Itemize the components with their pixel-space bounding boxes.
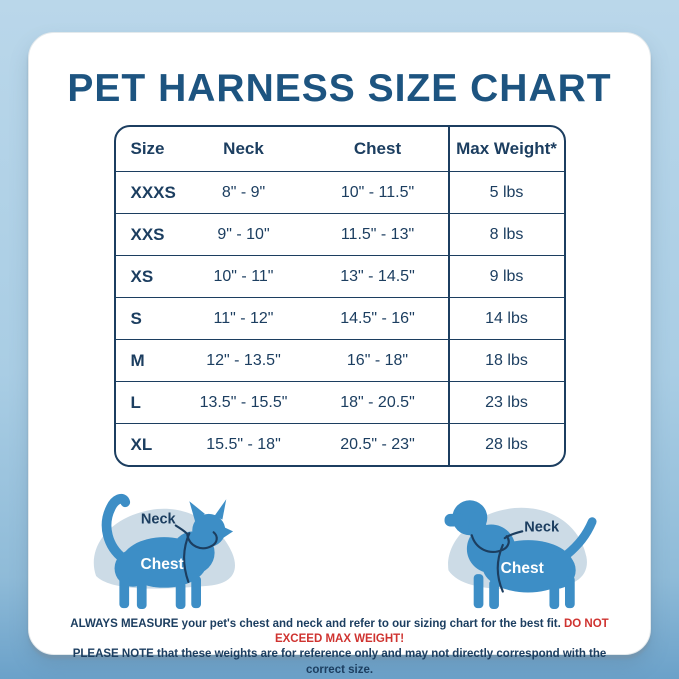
dog-neck-measure-line bbox=[470, 534, 510, 553]
column-header-size: Size bbox=[130, 139, 165, 158]
dog-illustration: Neck Chest bbox=[444, 500, 597, 610]
dog-tail bbox=[562, 517, 597, 560]
dog-chest-measure-line bbox=[496, 543, 504, 593]
max-weight-cell: 5 lbs bbox=[447, 172, 564, 213]
size-cell: XXS bbox=[130, 224, 165, 244]
chest-cell: 10" - 11.5" bbox=[340, 183, 415, 201]
cat-ear-right bbox=[214, 499, 227, 520]
table-row-xs: XS 10" - 11" 13" - 14.5" 9 lbs bbox=[115, 255, 564, 297]
chest-cell: 14.5" - 16" bbox=[340, 309, 415, 327]
size-cell: S bbox=[130, 308, 142, 328]
chest-cell: 20.5" - 23" bbox=[340, 435, 415, 453]
max-weight-cell: 9 lbs bbox=[447, 256, 564, 297]
column-header-chest: Chest bbox=[353, 139, 402, 158]
measurement-diagrams: Neck Chest bbox=[29, 475, 650, 613]
column-header-neck: Neck bbox=[223, 139, 264, 158]
page-title: PET HARNESS SIZE CHART bbox=[67, 67, 612, 110]
table-row-xxxs: XXXS 8" - 9" 10" - 11.5" 5 lbs bbox=[115, 171, 564, 213]
dog-chest-label: Chest bbox=[501, 560, 544, 577]
cat-tail bbox=[101, 493, 131, 564]
table-row-xl: XL 15.5" - 18" 20.5" - 23" 28 lbs bbox=[115, 423, 564, 465]
size-cell: M bbox=[130, 350, 145, 370]
max-weight-cell: 14 lbs bbox=[447, 298, 564, 339]
footnote-line2-text: that these weights are for reference onl… bbox=[153, 648, 607, 676]
cat-chest-measure-line bbox=[183, 532, 191, 583]
neck-cell: 13.5" - 15.5" bbox=[199, 393, 288, 411]
cat-neck-measure-line bbox=[186, 531, 218, 550]
dog-neck-label: Neck bbox=[524, 519, 560, 535]
neck-cell: 10" - 11" bbox=[213, 267, 274, 285]
cat-illustration: Neck Chest bbox=[93, 493, 235, 610]
cat-neck-label: Neck bbox=[141, 512, 177, 528]
column-header-max-weight: Max Weight* bbox=[447, 127, 564, 171]
cat-ear-left bbox=[189, 501, 205, 522]
table-row-s: S 11" - 12" 14.5" - 16" 14 lbs bbox=[115, 297, 564, 339]
size-cell: XL bbox=[130, 434, 153, 454]
max-weight-cell: 23 lbs bbox=[447, 382, 564, 423]
size-cell: XS bbox=[130, 266, 154, 286]
neck-cell: 9" - 10" bbox=[217, 225, 270, 243]
size-chart-card: PET HARNESS SIZE CHART Size Neck Chest M… bbox=[28, 32, 651, 676]
size-cell: L bbox=[130, 392, 141, 412]
table-header-row: Size Neck Chest Max Weight* bbox=[116, 127, 564, 171]
neck-cell: 8" - 9" bbox=[221, 183, 266, 201]
dog-snout bbox=[444, 513, 466, 527]
size-cell: XXXS bbox=[130, 182, 176, 202]
table-row-xxs: XXS 9" - 10" 11.5" - 13" 8 lbs bbox=[115, 213, 564, 255]
measurement-note: ALWAYS MEASURE your pet's chest and neck… bbox=[29, 617, 650, 678]
chest-cell: 18" - 20.5" bbox=[340, 393, 415, 411]
max-weight-cell: 18 lbs bbox=[447, 340, 564, 381]
chest-cell: 16" - 18" bbox=[346, 351, 409, 369]
size-table: Size Neck Chest Max Weight* XXXS 8" - 9"… bbox=[113, 125, 566, 467]
footnote-line1-text: your pet's chest and neck and refer to o… bbox=[178, 618, 564, 630]
dog-neck-leader-line bbox=[503, 530, 524, 540]
chest-cell: 13" - 14.5" bbox=[340, 267, 415, 285]
max-weight-warning: DO NOT EXCEED MAX WEIGHT! bbox=[274, 618, 609, 646]
always-measure-label: ALWAYS MEASURE bbox=[70, 618, 179, 630]
please-note-label: PLEASE NOTE bbox=[72, 648, 154, 661]
cat-muzzle bbox=[220, 525, 234, 540]
max-weight-cell: 8 lbs bbox=[447, 214, 564, 255]
neck-cell: 12" - 13.5" bbox=[206, 351, 281, 369]
neck-cell: 15.5" - 18" bbox=[206, 435, 281, 453]
chest-cell: 11.5" - 13" bbox=[340, 225, 415, 243]
table-row-l: L 13.5" - 15.5" 18" - 20.5" 23 lbs bbox=[115, 381, 564, 423]
max-weight-cell: 28 lbs bbox=[447, 424, 564, 465]
cat-chest-label: Chest bbox=[141, 556, 184, 573]
table-row-m: M 12" - 13.5" 16" - 18" 18 lbs bbox=[115, 339, 564, 381]
dog-silhouette bbox=[444, 500, 597, 610]
neck-cell: 11" - 12" bbox=[213, 309, 274, 327]
